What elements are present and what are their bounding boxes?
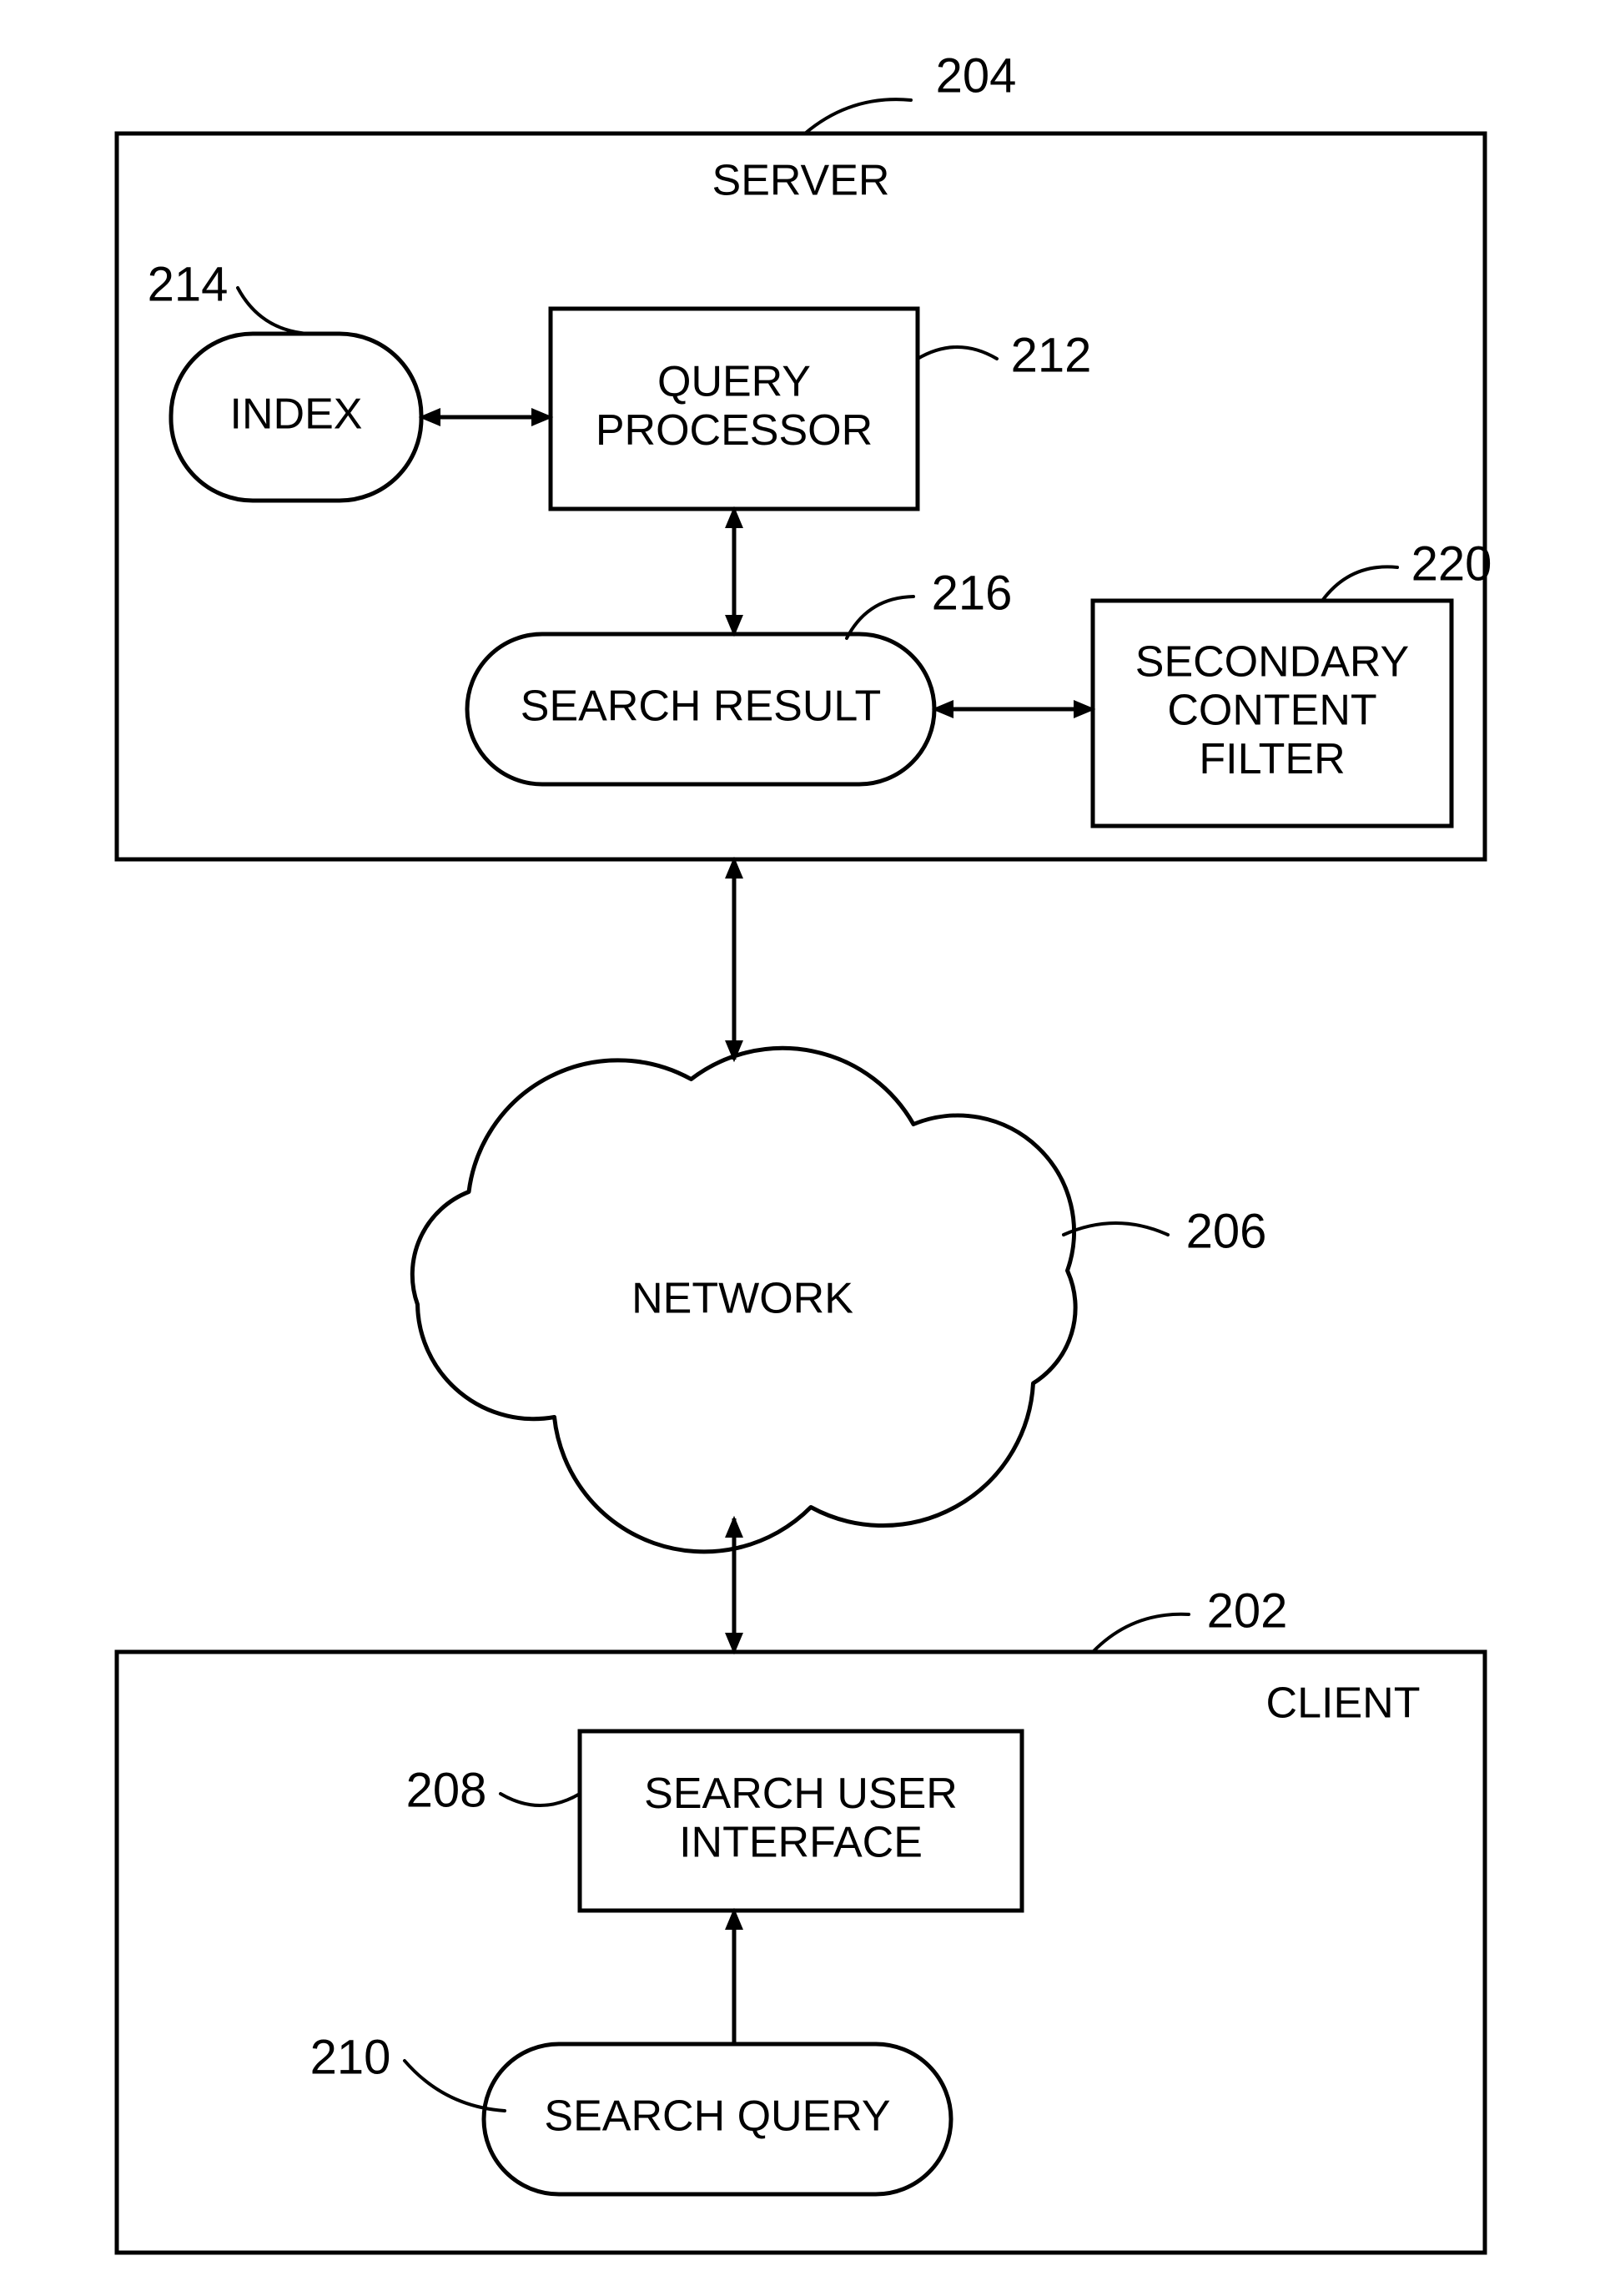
svg-text:CONTENT: CONTENT (1167, 687, 1376, 735)
svg-text:SECONDARY: SECONDARY (1135, 637, 1409, 686)
svg-text:SEARCH RESULT: SEARCH RESULT (521, 682, 881, 731)
svg-text:204: 204 (936, 48, 1017, 103)
svg-text:206: 206 (1186, 1204, 1267, 1258)
system-architecture-diagram: SERVER CLIENT INDEX QUERYPROCESSOR SEARCH RE… (0, 0, 1600, 2296)
svg-text:210: 210 (310, 2030, 391, 2084)
svg-text:202: 202 (1207, 1584, 1288, 1638)
svg-text:SEARCH USER: SEARCH USER (644, 1770, 958, 1818)
svg-text:SERVER: SERVER (712, 157, 890, 205)
svg-text:FILTER: FILTER (1199, 735, 1345, 783)
svg-text:INTERFACE: INTERFACE (679, 1818, 923, 1866)
svg-text:CLIENT: CLIENT (1266, 1679, 1421, 1728)
svg-text:216: 216 (932, 566, 1013, 620)
svg-text:QUERY: QUERY (657, 358, 811, 406)
svg-text:NETWORK: NETWORK (631, 1275, 853, 1323)
svg-text:PROCESSOR: PROCESSOR (596, 406, 873, 455)
svg-text:220: 220 (1411, 536, 1492, 591)
svg-text:SEARCH QUERY: SEARCH QUERY (544, 2092, 890, 2141)
svg-text:INDEX: INDEX (230, 390, 363, 439)
svg-text:208: 208 (406, 1763, 487, 1817)
svg-text:212: 212 (1011, 328, 1092, 382)
svg-text:214: 214 (148, 257, 229, 311)
